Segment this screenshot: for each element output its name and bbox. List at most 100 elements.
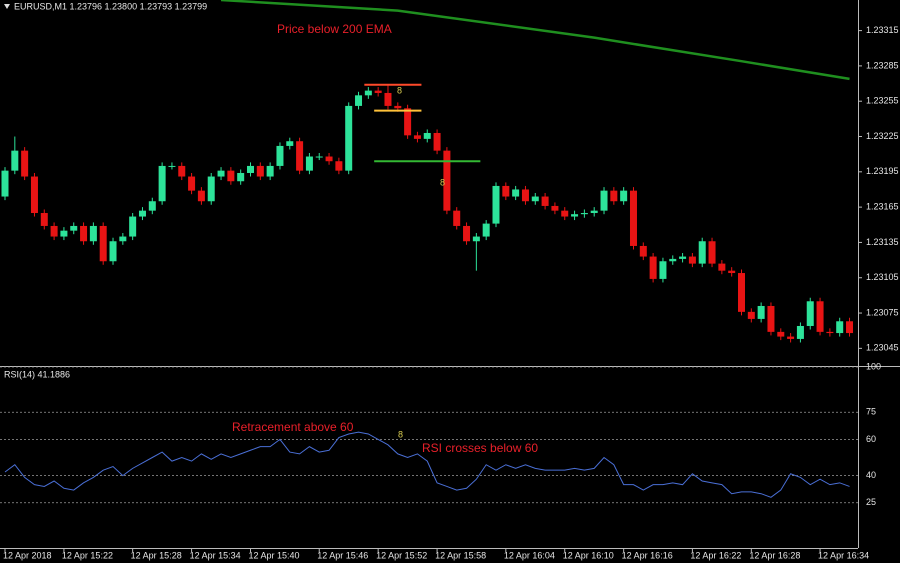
candle-body [345,105,353,171]
candle-body [394,105,402,109]
candle-body [404,108,412,136]
candle-body [639,245,647,257]
ema-line [220,0,850,81]
annotation: RSI crosses below 60 [422,441,538,455]
candle-body [286,141,294,146]
candle-body [168,165,176,167]
candle-body [315,156,323,158]
candle-body [453,210,461,226]
candle-body [21,150,29,177]
candle-body [580,213,588,215]
candle-body [777,331,785,337]
x-tick-label: 12 Apr 16:28 [749,550,800,560]
y-tick-label: 1.23165 [866,202,899,212]
candle-body [138,210,146,217]
candle-body [50,225,58,237]
candle-body [541,196,549,206]
y-tick-label: 25 [866,497,876,507]
x-tick-label: 12 Apr 16:34 [818,550,869,560]
candle-body [688,256,696,264]
candle-body [266,165,274,177]
candle-body [747,311,755,319]
candle-body [217,170,225,177]
candle-body [60,230,68,237]
rsi-title: RSI(14) 41.1886 [4,369,70,379]
candle-body [129,216,137,237]
candle-body [738,273,745,312]
candle-body [718,263,726,271]
x-tick-label: 12 Apr 15:40 [249,550,300,560]
candle-body [669,258,677,262]
candle-body [463,225,471,242]
candle-body [384,92,392,106]
candle-body [374,90,382,93]
candle-body [482,223,490,237]
y-tick-label: 1.23285 [866,60,899,70]
candle-body [590,210,598,214]
candle-body [492,185,500,224]
candle-body [30,176,38,214]
x-tick-label: 12 Apr 15:46 [317,550,368,560]
candle-body [305,156,313,171]
candle-body [325,156,333,162]
y-tick-label: 100 [866,361,881,371]
candle-body [227,170,235,182]
candle-body [698,241,706,264]
x-tick-label: 12 Apr 15:34 [190,550,241,560]
annotation: Price below 200 EMA [277,22,392,36]
candle-body [364,90,372,96]
candle-body [531,196,539,202]
candle-body [89,225,97,242]
candle-body [188,176,196,191]
candle-body [207,176,215,202]
candle-body [413,135,421,139]
x-tick-label: 12 Apr 16:22 [690,550,741,560]
annotation: 8 [440,177,445,187]
candle-body [600,190,608,211]
candle-body [40,213,48,226]
x-tick-label: 12 Apr 2018 [3,550,52,560]
y-tick-label: 1.23225 [866,131,899,141]
candle-body [119,236,127,242]
candle-body [787,336,795,339]
candle-body [846,321,854,334]
candle-body [708,241,716,264]
annotation: Retracement above 60 [232,420,354,434]
candle-body [806,301,814,326]
candle-body [629,190,637,246]
candle-body [335,161,343,171]
candle-body [70,225,78,231]
candle-body [276,145,284,166]
candle-body [571,214,579,217]
x-tick-label: 12 Apr 16:16 [622,550,673,560]
candle-body [512,189,520,197]
candle-body [796,325,804,339]
candle-body [502,185,510,197]
candle-body [80,225,88,242]
candle-body [158,165,166,202]
candle-body [148,201,156,211]
candle-body [649,256,657,279]
y-tick-label: 1.23105 [866,272,899,282]
y-tick-label: 1.23045 [866,343,899,353]
x-tick-label: 12 Apr 16:04 [504,550,555,560]
candle-body [99,225,107,262]
x-tick-label: 12 Apr 16:10 [563,550,614,560]
candle-body [521,189,529,202]
candle-body [11,150,19,171]
annotation: 8 [397,85,402,95]
candle-body [433,132,441,151]
candle-body [237,172,245,182]
candle-body [757,305,765,319]
candle-body [767,305,775,332]
x-tick-label: 12 Apr 15:58 [435,550,486,560]
candle-body [296,141,304,171]
candle-body [659,261,667,279]
candle-body [561,210,569,217]
candle-body [197,190,205,202]
candle-body [728,270,736,274]
candle-body [109,241,117,262]
